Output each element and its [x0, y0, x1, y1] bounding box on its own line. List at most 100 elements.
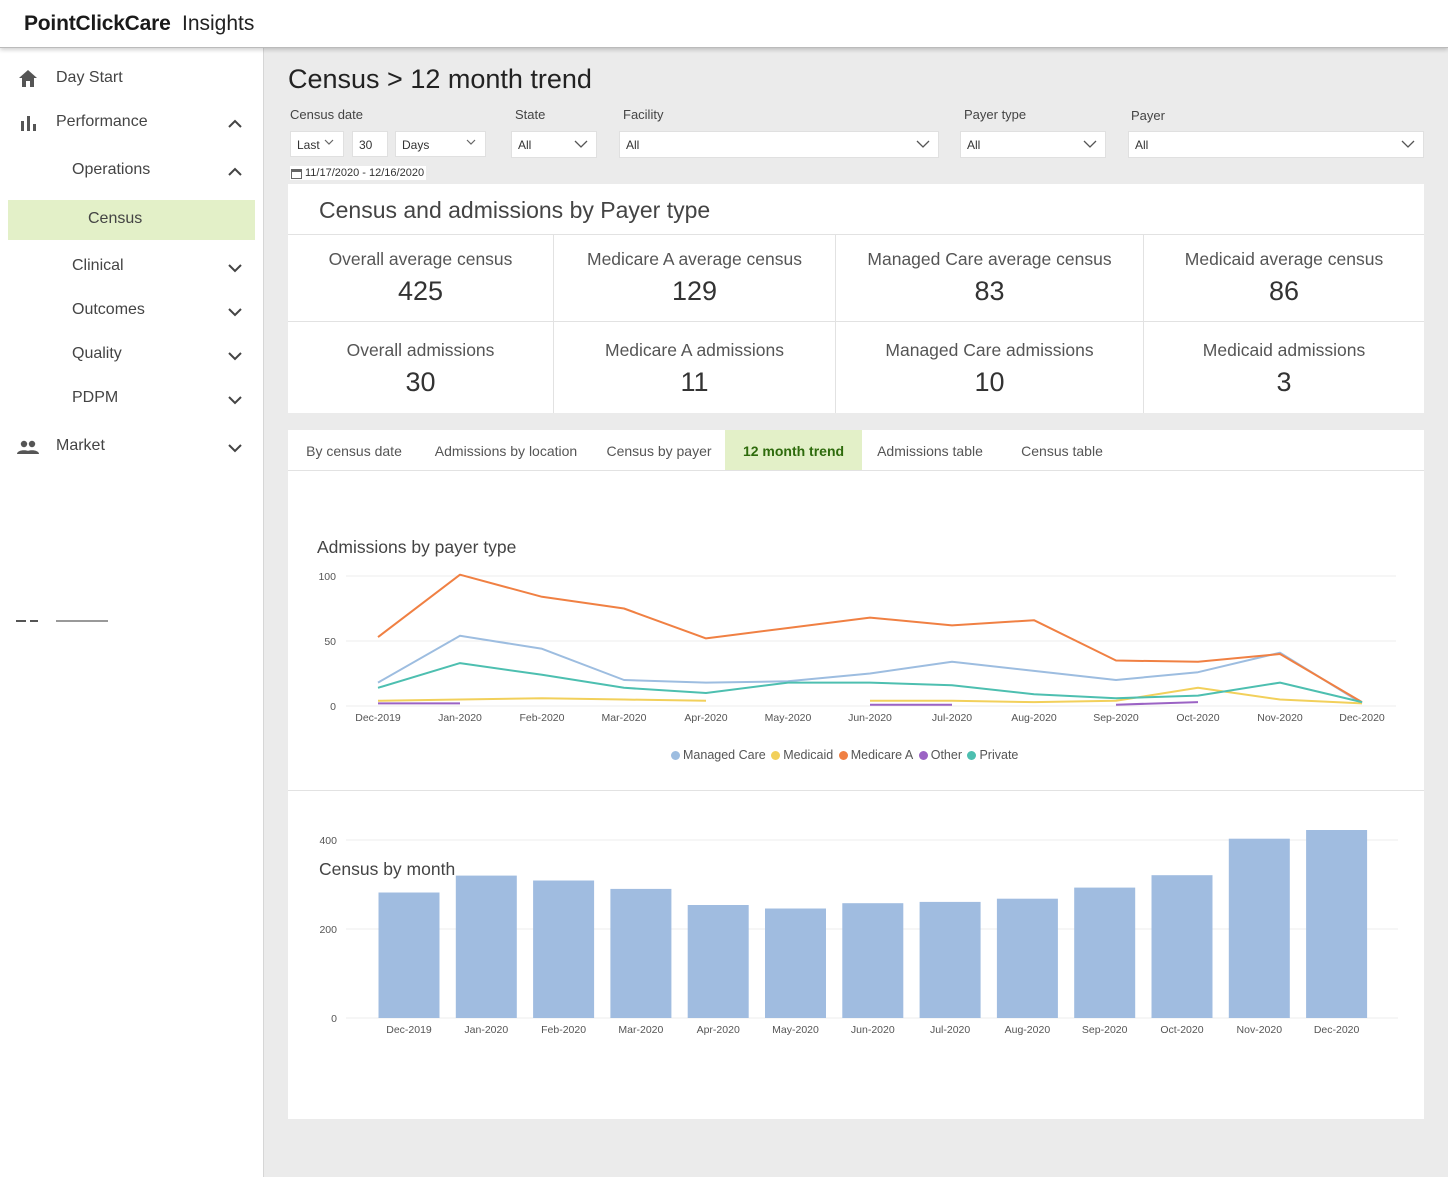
sidebar-item-pdpm[interactable]: PDPM: [0, 379, 263, 419]
x-tick-label: Apr-2020: [697, 1024, 740, 1036]
legend-item-other[interactable]: Other: [918, 748, 962, 762]
period-count-value: 30: [359, 138, 373, 152]
tab-census-by-payer[interactable]: Census by payer: [606, 443, 712, 459]
sidebar-item-day-start[interactable]: Day Start: [0, 59, 263, 99]
sidebar-item-census[interactable]: Census: [8, 200, 255, 240]
bar-dec-2020: [1306, 830, 1368, 1018]
legend-dot: [671, 751, 680, 760]
y-tick-label: 0: [331, 1013, 337, 1025]
sidebar-item-operations[interactable]: Operations: [0, 151, 263, 191]
sidebar-item-label: Quality: [72, 345, 122, 362]
facility-label: Facility: [623, 107, 664, 122]
sidebar-item-label: Operations: [72, 161, 151, 178]
sidebar-item-performance[interactable]: Performance: [0, 103, 263, 143]
sidebar-item-label: PDPM: [72, 389, 119, 406]
kpi-label: Managed Care average census: [867, 249, 1112, 269]
state-label: State: [515, 107, 546, 122]
kpi-value: 30: [405, 367, 436, 397]
tab-admissions-table[interactable]: Admissions table: [877, 443, 983, 459]
facility-select[interactable]: All: [619, 131, 939, 158]
kpi-value: 83: [974, 276, 1005, 306]
chevron-down-icon: [228, 352, 242, 361]
legend-item-medicaid[interactable]: Medicaid: [771, 748, 833, 762]
kpi-value: 11: [680, 367, 709, 397]
x-tick-label: Feb-2020: [541, 1024, 586, 1036]
chevron-up-icon: [228, 119, 242, 128]
kpi-overall-admissions: Overall admissions 30: [288, 321, 554, 413]
chart-divider: [288, 790, 1424, 791]
payer-type-label: Payer type: [964, 107, 1027, 122]
bar-nov-2020: [1228, 838, 1290, 1018]
kpi-overall-average-census: Overall average census 425: [288, 234, 554, 321]
tab-census-table[interactable]: Census table: [1021, 443, 1103, 459]
tab-bar: By census date Admissions by location Ce…: [288, 430, 1424, 471]
bar-dec-2019: [378, 892, 440, 1018]
bar-apr-2020: [687, 905, 749, 1018]
x-tick-label: Mar-2020: [618, 1024, 663, 1036]
legend-label: Medicaid: [783, 748, 834, 762]
kpi-value: 425: [397, 276, 444, 306]
y-tick-label: 200: [319, 924, 337, 936]
x-tick-label: Jun-2020: [851, 1024, 895, 1036]
x-tick-label: Sep-2020: [1082, 1024, 1128, 1036]
sidebar: Day Start Performance Operations Census …: [0, 48, 264, 1177]
census-date-label: Census date: [290, 107, 363, 122]
census-bar-chart: 0 200 400 Dec-2019 Jan-2020 Feb-2020 Mar-2020 A…: [319, 830, 1398, 1036]
x-tick-label: May-2020: [772, 1024, 819, 1036]
kpi-value: 86: [1268, 276, 1300, 306]
x-tick-label: Sep-2020: [1093, 712, 1139, 724]
bar-sep-2020: [1074, 887, 1136, 1018]
series-line-medicare-a: [377, 573, 1363, 703]
sidebar-item-market[interactable]: Market: [0, 427, 263, 467]
chevron-up-icon: [228, 167, 242, 176]
sidebar-item-label: Census: [88, 210, 143, 227]
period-unit-value: Days: [402, 138, 430, 152]
x-tick-label: Dec-2020: [1314, 1024, 1360, 1036]
x-tick-label: Apr-2020: [684, 712, 727, 724]
chart-legend: Managed Care Medicaid Medicare A Other P…: [671, 748, 1020, 762]
payer-select[interactable]: All: [1128, 131, 1424, 158]
chevron-down-icon: [324, 139, 334, 145]
payer-type-select[interactable]: All: [960, 131, 1106, 158]
tab-12-month-trend[interactable]: 12 month trend: [725, 430, 862, 470]
kpi-medicare-a-average-census: Medicare A average census 129: [554, 234, 836, 321]
brand-logo[interactable]: PointClickCare: [24, 12, 171, 35]
tab-by-census-date[interactable]: By census date: [306, 443, 402, 459]
x-tick-label: Feb-2020: [520, 712, 565, 724]
legend-item-private[interactable]: Private: [967, 748, 1018, 762]
sidebar-item-quality[interactable]: Quality: [0, 335, 263, 375]
bar-mar-2020: [610, 888, 672, 1018]
period-unit-select[interactable]: Days: [395, 131, 486, 157]
x-tick-label: Oct-2020: [1176, 712, 1219, 724]
x-tick-label: Dec-2020: [1339, 712, 1385, 724]
bar-jun-2020: [842, 903, 904, 1018]
kpi-managed-care-admissions: Managed Care admissions 10: [836, 321, 1144, 413]
legend-item-medicare-a[interactable]: Medicare A: [838, 748, 913, 762]
period-select[interactable]: Last: [290, 131, 344, 157]
bar-may-2020: [765, 908, 826, 1018]
facility-value: All: [626, 138, 640, 152]
state-select[interactable]: All: [511, 131, 597, 158]
x-tick-label: Aug-2020: [1011, 712, 1057, 724]
kpi-label: Managed Care admissions: [885, 340, 1094, 360]
chevron-down-icon: [916, 140, 930, 148]
kpi-medicaid-average-census: Medicaid average census 86: [1144, 234, 1424, 321]
payer-value: All: [1135, 138, 1149, 152]
x-tick-label: Nov-2020: [1237, 1024, 1283, 1036]
kpi-medicare-a-admissions: Medicare A admissions 11: [554, 321, 836, 413]
x-tick-label: Aug-2020: [1005, 1024, 1051, 1036]
series-line-other: [1115, 701, 1199, 706]
chevron-down-icon: [228, 264, 242, 273]
chevron-down-icon: [1401, 140, 1415, 148]
x-tick-label: Jul-2020: [932, 712, 972, 724]
sidebar-item-outcomes[interactable]: Outcomes: [0, 291, 263, 331]
sidebar-item-clinical[interactable]: Clinical: [0, 247, 263, 287]
chevron-down-icon: [574, 140, 588, 148]
period-count-input[interactable]: 30: [352, 131, 388, 157]
admissions-line-chart: 0 50 100 Dec-2019 Jan-2020 Feb-2020 Mar-2020 Ap…: [318, 572, 1396, 724]
scrolled-artifact: [16, 620, 108, 622]
date-range: 11/17/2020 - 12/16/2020: [290, 166, 427, 180]
tab-admissions-by-location[interactable]: Admissions by location: [434, 443, 578, 459]
kpi-value: 10: [974, 367, 1005, 397]
legend-item-managed-care[interactable]: Managed Care: [671, 748, 766, 762]
